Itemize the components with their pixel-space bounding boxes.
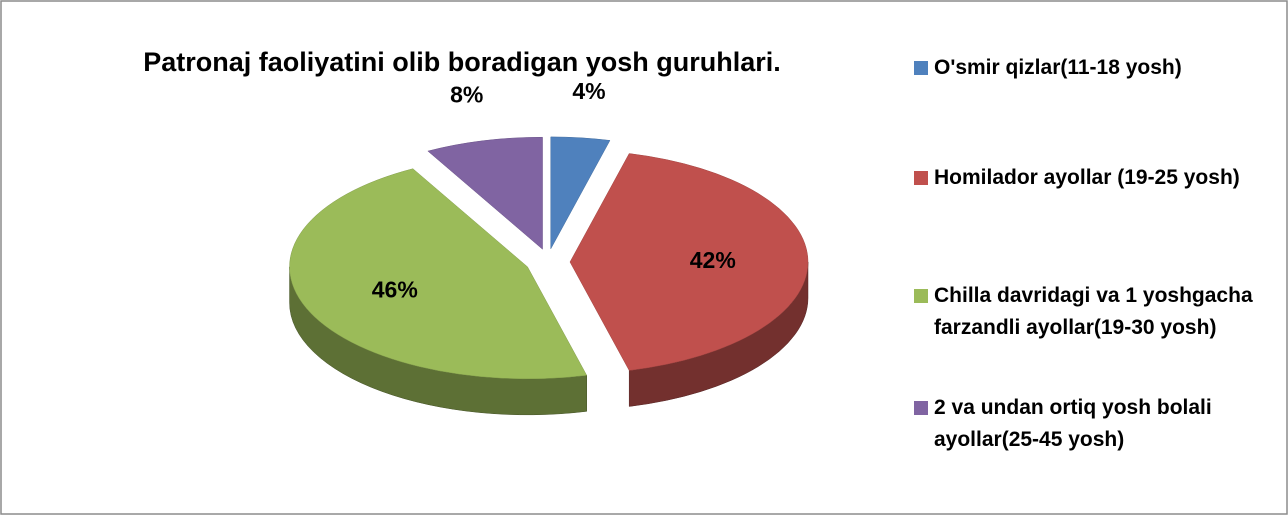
- legend-swatch: [914, 289, 928, 303]
- slice-tops: 4% 42% 46% 8%: [289, 78, 809, 380]
- legend-item: O'smir qizlar(11-18 yosh): [914, 52, 1284, 84]
- data-label: 4%: [572, 78, 605, 104]
- slice: [550, 136, 611, 250]
- legend-item: 2 va undan ortiq yosh bolali ayollar(25-…: [914, 392, 1284, 456]
- data-label: 42%: [690, 247, 736, 273]
- legend-swatch: [914, 401, 928, 415]
- legend-item: Chilla davridagi va 1 yoshgacha farzandl…: [914, 280, 1284, 344]
- data-label: 8%: [450, 81, 483, 107]
- legend-swatch: [914, 61, 928, 75]
- legend-swatch: [914, 171, 928, 185]
- legend-item: Homilador ayollar (19-25 yosh): [914, 162, 1284, 194]
- data-label: 46%: [372, 277, 418, 303]
- slice: [289, 168, 588, 380]
- slice: [569, 153, 809, 371]
- legend-label: Homilador ayollar (19-25 yosh): [934, 166, 1240, 189]
- legend-label: Chilla davridagi va 1 yoshgacha farzandl…: [934, 284, 1253, 339]
- legend-label: 2 va undan ortiq yosh bolali ayollar(25-…: [934, 396, 1212, 451]
- chart-title: Patronaj faoliyatini olib boradigan yosh…: [143, 47, 781, 77]
- slice: [427, 136, 543, 250]
- legend-label: O'smir qizlar(11-18 yosh): [934, 56, 1182, 79]
